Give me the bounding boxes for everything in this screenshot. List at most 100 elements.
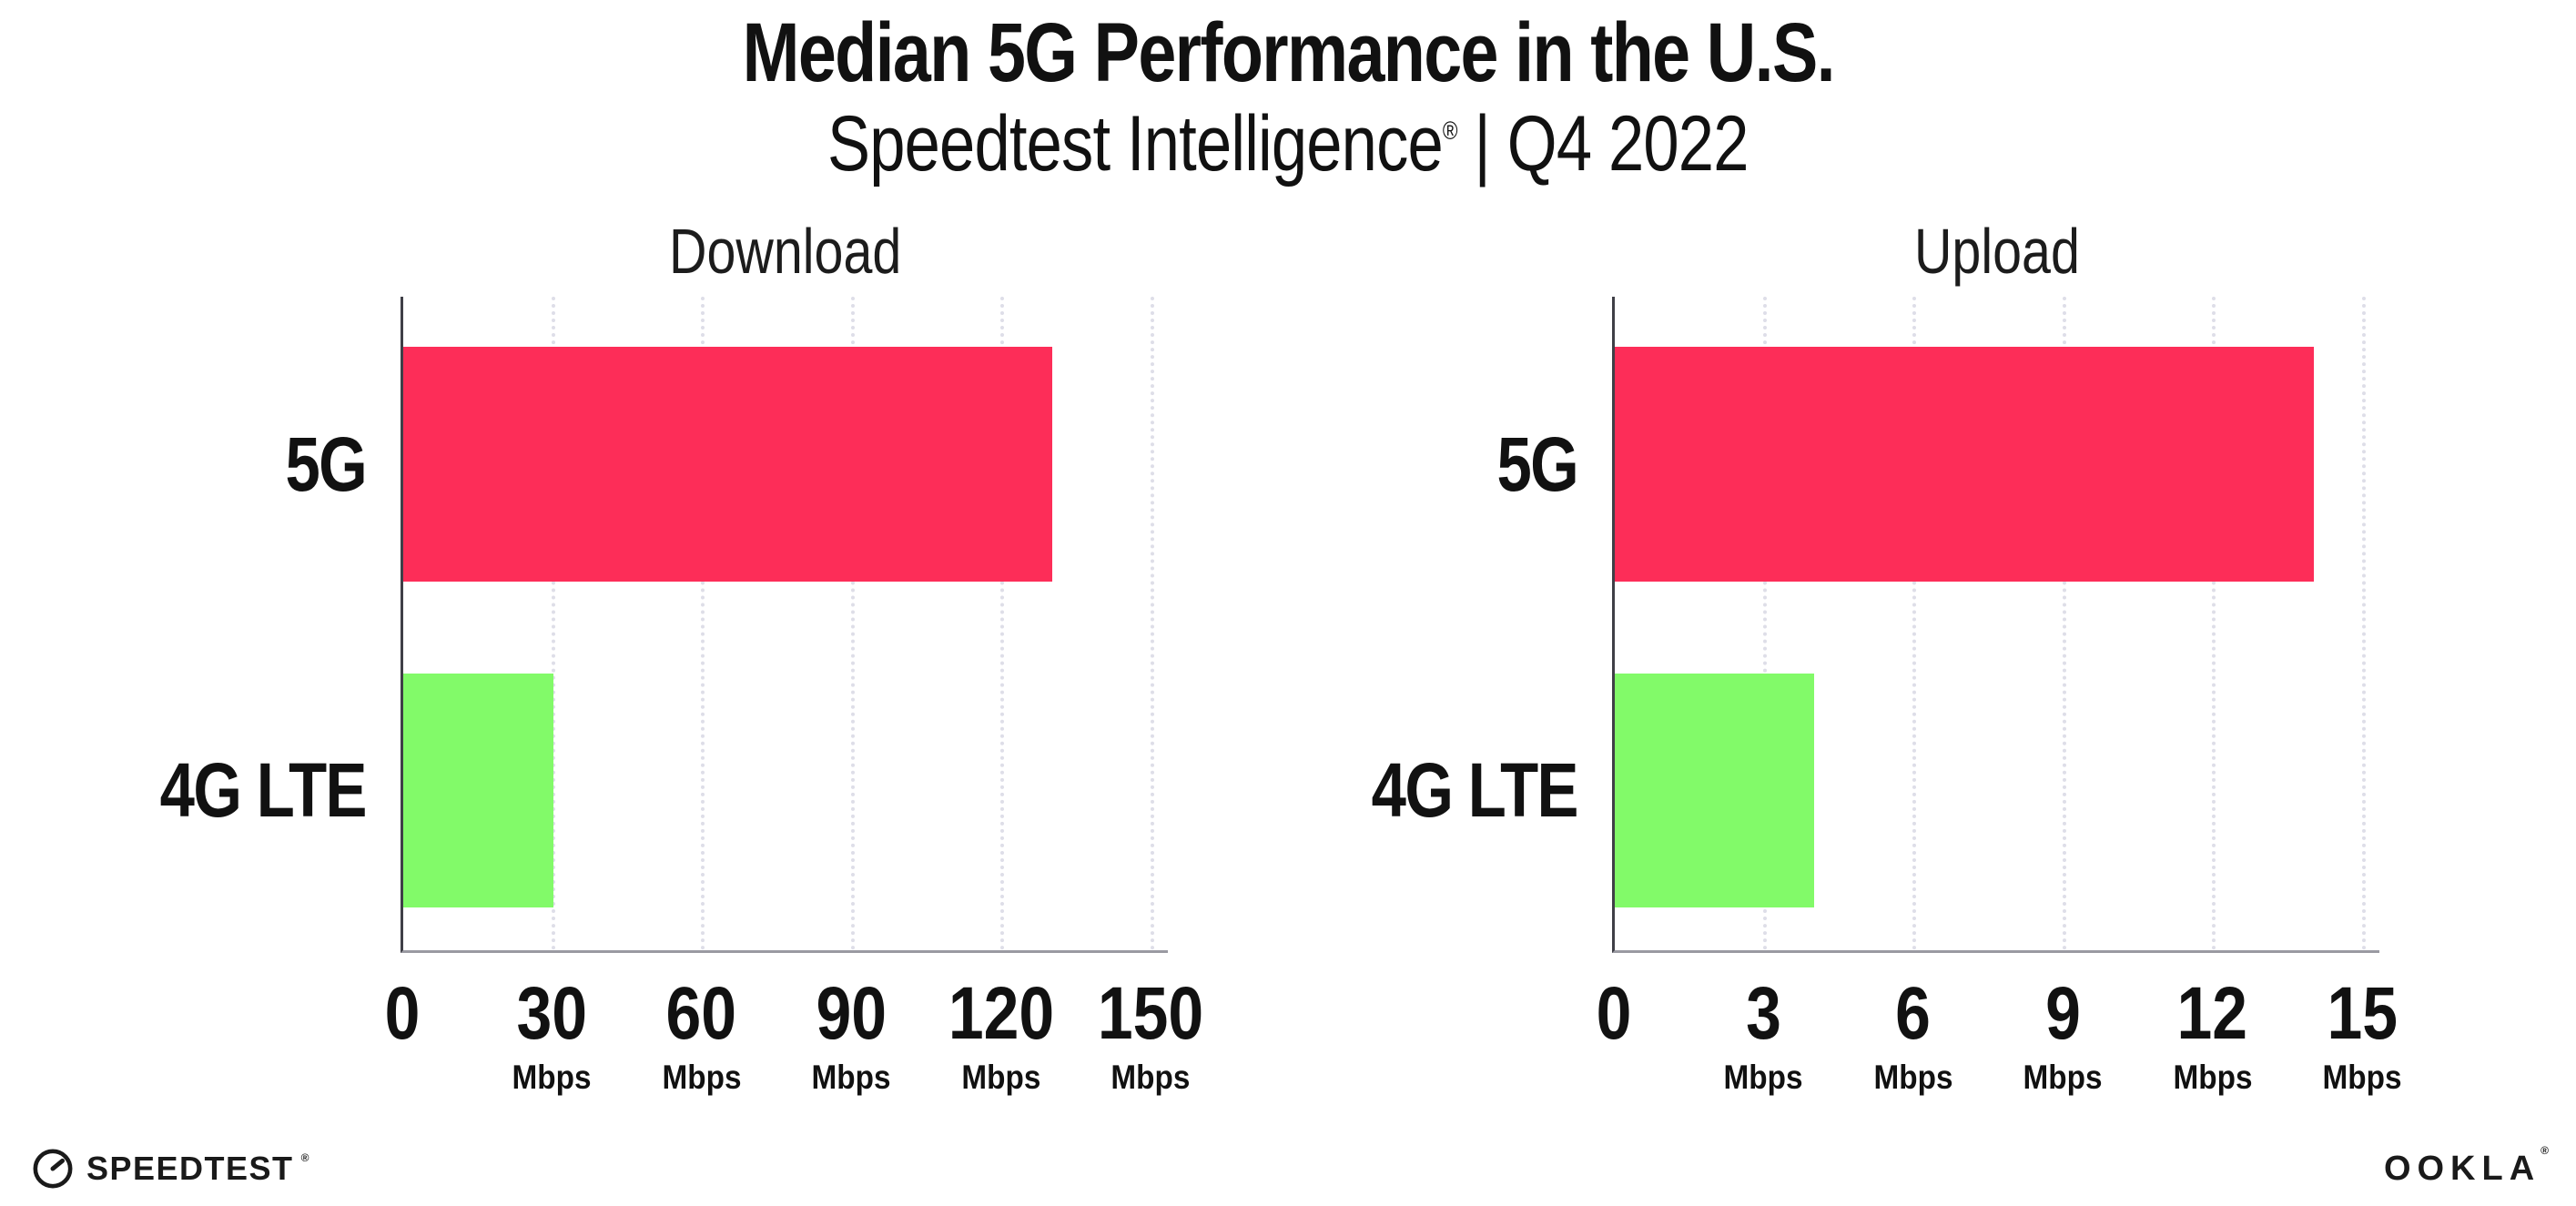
x-axis-ticks: 0 3 Mbps 6 Mbps 9 Mbps 12 Mbps 15 Mbps: [1596, 953, 2401, 1108]
tick-unit-text: Mbps: [2322, 1058, 2402, 1096]
tick-value-text: 12: [2176, 971, 2248, 1055]
tick-unit-label: Mbps: [807, 1060, 896, 1094]
tick-unit-text: Mbps: [1111, 1058, 1191, 1096]
tick-value: 6: [1869, 953, 1957, 1051]
gridline-150-mbps: [1150, 296, 1154, 950]
bar-4g-lte: [1615, 673, 1815, 907]
registered-mark: ®: [1443, 116, 1458, 145]
tick-0: 0: [381, 953, 423, 1051]
bar-5g: [403, 346, 1052, 582]
category-label-5g: 5G: [268, 421, 367, 507]
category-label-text: 4G LTE: [159, 746, 368, 833]
tick-value-text: 15: [2327, 971, 2398, 1055]
tick-value-text: 9: [2044, 971, 2081, 1055]
chart-title: Download: [401, 210, 1171, 297]
charts-row: Download 5G 4G LTE 0 30 Mbps 60 Mbps 90 Mbps 120…: [137, 210, 2576, 1108]
subtitle-period: | Q4 2022: [1456, 99, 1749, 187]
tick-unit-label: Mbps: [2318, 1060, 2407, 1094]
plot-area: [401, 296, 1168, 953]
category-label-4g-lte: 4G LTE: [1326, 746, 1579, 833]
page-subtitle-text: Speedtest Intelligence® | Q4 2022: [827, 99, 1749, 187]
subtitle-brand: Speedtest Intelligence: [827, 99, 1444, 187]
tick-value-text: 60: [665, 971, 737, 1055]
tick-unit-label: Mbps: [1719, 1060, 1808, 1094]
speedtest-registered-mark: ®: [300, 1151, 310, 1164]
gridline-60-mbps: [701, 296, 705, 950]
category-label-text: 5G: [1496, 421, 1578, 507]
category-label-text: 4G LTE: [1371, 746, 1579, 833]
chart-body: 5G 4G LTE: [1348, 296, 2382, 953]
tick-value-text: 90: [816, 971, 887, 1055]
gridline-6-mbps: [1912, 296, 1916, 950]
bar-5g: [1615, 346, 2314, 582]
tick-0: 0: [1593, 953, 1635, 1051]
x-axis-ticks: 0 30 Mbps 60 Mbps 90 Mbps 120 Mbps 150 Mbps: [384, 953, 1203, 1108]
tick-unit-text: Mbps: [2023, 1058, 2103, 1096]
gridline-90-mbps: [850, 296, 855, 950]
tick-value-text: 120: [948, 971, 1054, 1055]
gridline-9-mbps: [2062, 296, 2066, 950]
tick-value-text: 3: [1745, 971, 1781, 1055]
tick-value: 30: [508, 953, 596, 1051]
tick-value-text: 30: [516, 971, 587, 1055]
tick-unit-label: Mbps: [938, 1060, 1063, 1094]
chart-title-text: Download: [669, 215, 902, 287]
tick-15-mbps: 15 Mbps: [2318, 953, 2407, 1094]
tick-unit-text: Mbps: [662, 1058, 741, 1096]
tick-value: 0: [1593, 953, 1635, 1051]
ookla-wordmark: OOKLA: [2383, 1149, 2541, 1188]
page-subtitle: Speedtest Intelligence® | Q4 2022: [0, 99, 2576, 187]
tick-unit-label: Mbps: [508, 1060, 596, 1094]
tick-unit-text: Mbps: [811, 1058, 891, 1096]
tick-unit-text: Mbps: [1873, 1058, 1952, 1096]
tick-3-mbps: 3 Mbps: [1719, 953, 1808, 1094]
category-label-5g: 5G: [1479, 421, 1578, 507]
speedtest-wordmark: SPEEDTEST: [86, 1150, 294, 1187]
tick-value: 120: [938, 953, 1063, 1051]
gridline-15-mbps: [2361, 296, 2366, 950]
tick-unit-text: Mbps: [961, 1058, 1040, 1096]
plot-area: [1612, 296, 2379, 953]
category-label-4g-lte: 4G LTE: [115, 746, 368, 833]
tick-value: 150: [1089, 953, 1213, 1051]
tick-value: 90: [807, 953, 896, 1051]
bar-4g-lte: [403, 673, 553, 907]
tick-60-mbps: 60 Mbps: [657, 953, 745, 1094]
category-label-text: 5G: [285, 421, 367, 507]
ookla-registered-mark: ®: [2541, 1143, 2549, 1157]
tick-30-mbps: 30 Mbps: [508, 953, 596, 1094]
tick-value: 9: [2019, 953, 2107, 1051]
page-title-text: Median 5G Performance in the U.S.: [742, 6, 1835, 99]
page-title: Median 5G Performance in the U.S.: [0, 9, 2576, 97]
tick-unit-label: Mbps: [1869, 1060, 1957, 1094]
upload-chart: Upload 5G 4G LTE 0 3 Mbps 6 Mbps 9 Mbps 12 Mbps 15…: [1348, 210, 2402, 1108]
gridline-120-mbps: [1000, 296, 1004, 950]
tick-value-text: 6: [1895, 971, 1931, 1055]
tick-value-text: 0: [384, 971, 420, 1055]
tick-unit-label: Mbps: [2019, 1060, 2107, 1094]
gridline-3-mbps: [1762, 296, 1767, 950]
infographic-page: { "page": { "title": "Median 5G Performa…: [0, 9, 2576, 1206]
chart-title-text: Upload: [1914, 215, 2080, 287]
gridline-12-mbps: [2212, 296, 2216, 950]
chart-title: Upload: [1612, 210, 2382, 297]
tick-value-text: 0: [1596, 971, 1631, 1055]
ookla-logo: OOKLA®: [2383, 1144, 2549, 1189]
chart-body: 5G 4G LTE: [137, 296, 1171, 953]
tick-150-mbps: 150 Mbps: [1089, 953, 1213, 1094]
tick-120-mbps: 120 Mbps: [938, 953, 1063, 1094]
tick-unit-text: Mbps: [512, 1058, 592, 1096]
tick-value: 15: [2318, 953, 2407, 1051]
tick-unit-text: Mbps: [2173, 1058, 2252, 1096]
download-chart: Download 5G 4G LTE 0 30 Mbps 60 Mbps 90 Mbps 120…: [137, 210, 1203, 1108]
tick-value: 12: [2168, 953, 2257, 1051]
gridline-30-mbps: [551, 296, 555, 950]
tick-value-text: 150: [1097, 971, 1204, 1055]
tick-6-mbps: 6 Mbps: [1869, 953, 1957, 1094]
speedtest-gauge-icon: [33, 1149, 73, 1189]
tick-unit-label: Mbps: [657, 1060, 745, 1094]
footer: SPEEDTEST ® OOKLA®: [32, 1144, 2549, 1190]
category-labels: 5G 4G LTE: [137, 297, 401, 953]
tick-unit-label: Mbps: [2168, 1060, 2257, 1094]
tick-unit-label: Mbps: [1089, 1060, 1213, 1094]
